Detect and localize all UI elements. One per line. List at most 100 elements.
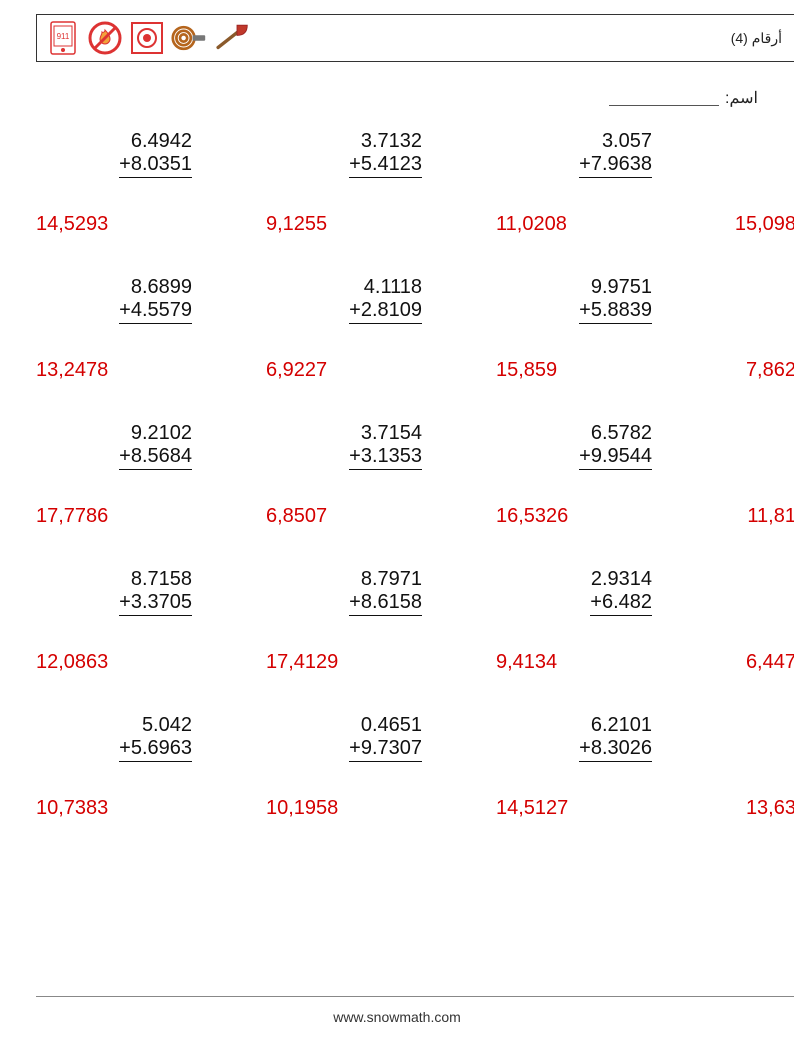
operand-bottom: +4.5579 — [119, 299, 192, 324]
footer-text: www.snowmath.com — [0, 1009, 794, 1025]
operand-bottom: +8.6158 — [349, 591, 422, 616]
operand-bottom: +5.8839 — [579, 299, 652, 324]
answer-value: 6,9227 — [266, 359, 327, 382]
operand-bottom: +3.1353 — [349, 445, 422, 470]
fire-axe-icon — [213, 20, 249, 56]
answer-value: 11,0208 — [496, 213, 567, 236]
answer-value: 16,5326 — [496, 505, 568, 528]
problem-cell: 8.7971+8.6158 17,4129 — [266, 568, 496, 674]
problem-operands: 8.6899+4.5579 — [119, 276, 192, 324]
operand-bottom: +7.9638 — [579, 153, 652, 178]
operand-bottom: +6.482 — [590, 591, 652, 616]
problem-cell: 5.042+5.6963 10,7383 — [36, 714, 266, 820]
answer-value: 17,4129 — [266, 651, 338, 674]
answer-value: 11,81 — [747, 505, 794, 528]
problem-cell: 9.2102+8.5684 17,7786 — [36, 422, 266, 528]
problem-cell: 15,098 — [726, 130, 794, 236]
answer-value: 9,4134 — [496, 651, 557, 674]
problem-cell: 2.9314+6.482 9,4134 — [496, 568, 726, 674]
name-row: اسم: — [36, 88, 758, 108]
operand-bottom: +9.7307 — [349, 737, 422, 762]
problem-operands: 0.4651+9.7307 — [349, 714, 422, 762]
operand-bottom: +5.4123 — [349, 153, 422, 178]
problem-cell: 3.7154+3.1353 6,8507 — [266, 422, 496, 528]
header-icons: 911 — [45, 20, 249, 56]
operand-top: 8.7971 — [349, 568, 422, 591]
operand-top: 3.7132 — [349, 130, 422, 153]
name-label: اسم: — [725, 88, 758, 108]
operand-bottom: +5.6963 — [119, 737, 192, 762]
operand-top: 6.5782 — [579, 422, 652, 445]
problem-operands: 5.042+5.6963 — [119, 714, 192, 762]
operand-top: 4.1118 — [349, 276, 422, 299]
no-fire-icon — [87, 20, 123, 56]
fire-alarm-icon — [129, 20, 165, 56]
problem-operands: 3.057+7.9638 — [579, 130, 652, 178]
operand-top: 8.7158 — [119, 568, 192, 591]
phone-911-icon: 911 — [45, 20, 81, 56]
name-blank-line — [609, 91, 719, 106]
answer-value: 15,859 — [496, 359, 557, 382]
footer-rule — [36, 996, 794, 997]
problem-cell: 7,862 — [726, 276, 794, 382]
operand-bottom: +3.3705 — [119, 591, 192, 616]
problem-operands: 2.9314+6.482 — [590, 568, 652, 616]
answer-value: 13,63 — [746, 797, 794, 820]
problem-operands: 4.1118+2.8109 — [349, 276, 422, 324]
answer-value: 17,7786 — [36, 505, 108, 528]
answer-value: 15,098 — [735, 213, 794, 236]
operand-bottom: +2.8109 — [349, 299, 422, 324]
problem-operands: 8.7158+3.3705 — [119, 568, 192, 616]
answer-value: 10,1958 — [266, 797, 338, 820]
problem-operands: 3.7154+3.1353 — [349, 422, 422, 470]
problems-grid: 6.4942+8.035114,52933.7132+5.41239,12553… — [36, 130, 794, 820]
problem-cell: 6.4942+8.0351 14,5293 — [36, 130, 266, 236]
operand-bottom: +8.3026 — [579, 737, 652, 762]
header-bar: 911 — [36, 14, 794, 62]
problem-operands: 9.2102+8.5684 — [119, 422, 192, 470]
problem-cell: 13,63 — [726, 714, 794, 820]
problem-cell: 8.7158+3.3705 12,0863 — [36, 568, 266, 674]
answer-value: 9,1255 — [266, 213, 327, 236]
answer-value: 6,447 — [746, 651, 794, 674]
operand-bottom: +9.9544 — [579, 445, 652, 470]
problem-cell: 11,81 — [726, 422, 794, 528]
answer-value: 12,0863 — [36, 651, 108, 674]
problem-cell: 3.057+7.9638 11,0208 — [496, 130, 726, 236]
operand-bottom: +8.5684 — [119, 445, 192, 470]
operand-top: 6.4942 — [119, 130, 192, 153]
problem-operands: 6.2101+8.3026 — [579, 714, 652, 762]
problem-cell: 6.5782+9.9544 16,5326 — [496, 422, 726, 528]
operand-top: 2.9314 — [590, 568, 652, 591]
operand-top: 6.2101 — [579, 714, 652, 737]
operand-top: 8.6899 — [119, 276, 192, 299]
operand-top: 9.2102 — [119, 422, 192, 445]
answer-value: 7,862 — [746, 359, 794, 382]
operand-top: 5.042 — [119, 714, 192, 737]
problem-operands: 6.5782+9.9544 — [579, 422, 652, 470]
problem-cell: 3.7132+5.4123 9,1255 — [266, 130, 496, 236]
operand-top: 0.4651 — [349, 714, 422, 737]
operand-top: 3.7154 — [349, 422, 422, 445]
problem-operands: 8.7971+8.6158 — [349, 568, 422, 616]
problem-cell: 0.4651+9.7307 10,1958 — [266, 714, 496, 820]
answer-value: 10,7383 — [36, 797, 108, 820]
svg-text:911: 911 — [57, 32, 70, 41]
header-right-label: (4) أرقام — [731, 30, 786, 47]
problem-operands: 3.7132+5.4123 — [349, 130, 422, 178]
answer-value: 6,8507 — [266, 505, 327, 528]
problem-cell: 6,447 — [726, 568, 794, 674]
problem-operands: 6.4942+8.0351 — [119, 130, 192, 178]
operand-top: 9.9751 — [579, 276, 652, 299]
answer-value: 14,5293 — [36, 213, 108, 236]
problem-cell: 9.9751+5.8839 15,859 — [496, 276, 726, 382]
problem-operands: 9.9751+5.8839 — [579, 276, 652, 324]
problem-cell: 6.2101+8.3026 14,5127 — [496, 714, 726, 820]
problem-cell: 4.1118+2.8109 6,9227 — [266, 276, 496, 382]
fire-hose-icon — [171, 20, 207, 56]
answer-value: 14,5127 — [496, 797, 568, 820]
operand-bottom: +8.0351 — [119, 153, 192, 178]
problem-cell: 8.6899+4.5579 13,2478 — [36, 276, 266, 382]
answer-value: 13,2478 — [36, 359, 108, 382]
operand-top: 3.057 — [579, 130, 652, 153]
